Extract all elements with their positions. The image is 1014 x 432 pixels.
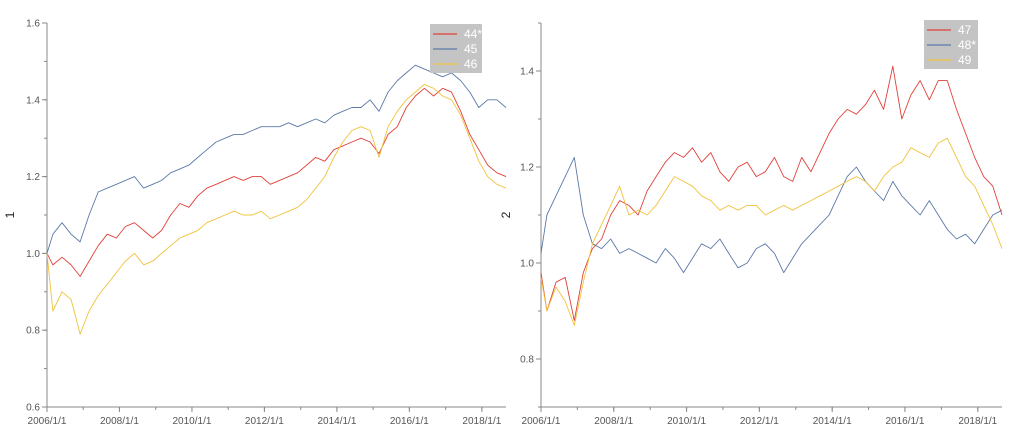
y-axis-label: 2 (499, 211, 513, 218)
y-tick-label: 1.0 (520, 259, 534, 270)
legend-label-2: 45 (464, 42, 478, 56)
x-tick-label: 2006/1/1 (522, 416, 561, 427)
y-axis-label: 1 (3, 211, 17, 218)
series-line-1 (46, 87, 507, 277)
y-tick-label: 1.6 (26, 19, 40, 30)
x-tick-label: 2018/1/1 (462, 416, 501, 427)
chart-1: 0.6 0.8 1.0 1.2 1.4 1.6 2006/1/1 2008/1/1 2010/1… (3, 19, 507, 427)
y-tick-label: 0.8 (520, 355, 534, 366)
series-line-2 (46, 64, 507, 254)
x-tick-label: 2014/1/1 (813, 416, 852, 427)
y-tick-label: 1.2 (26, 172, 40, 183)
y-tick-label: 1.2 (520, 163, 534, 174)
legend-label-1: 47 (958, 23, 972, 37)
x-tick-label: 2008/1/1 (100, 416, 139, 427)
x-tick-label: 2010/1/1 (172, 416, 211, 427)
series-line-1 (540, 65, 1003, 322)
legend-label-3: 49 (958, 53, 972, 67)
x-tick-label: 2016/1/1 (390, 416, 429, 427)
y-tick-label: 1.4 (520, 67, 534, 78)
legend-label-2: 48* (958, 38, 976, 52)
series-line-2 (540, 156, 1003, 274)
y-tick-label: 1.0 (26, 249, 40, 260)
x-tick-label: 2012/1/1 (245, 416, 284, 427)
legend-label-3: 46 (464, 57, 478, 71)
y-tick-label: 1.4 (26, 95, 40, 106)
series-line-3 (46, 83, 507, 335)
y-tick-label: 0.8 (26, 326, 40, 337)
series-line-3 (540, 137, 1003, 326)
x-tick-label: 2014/1/1 (317, 416, 356, 427)
x-tick-label: 2010/1/1 (667, 416, 706, 427)
chart-2: 0.8 1.0 1.2 1.4 2006/1/1 2008/1/1 2010/1/1 2012… (499, 20, 1003, 427)
x-tick-label: 2012/1/1 (740, 416, 779, 427)
y-tick-label: 0.6 (26, 403, 40, 414)
x-tick-label: 2006/1/1 (28, 416, 67, 427)
x-tick-label: 2008/1/1 (594, 416, 633, 427)
legend-label-1: 44* (464, 27, 482, 41)
x-tick-label: 2018/1/1 (958, 416, 997, 427)
x-tick-label: 2016/1/1 (885, 416, 924, 427)
